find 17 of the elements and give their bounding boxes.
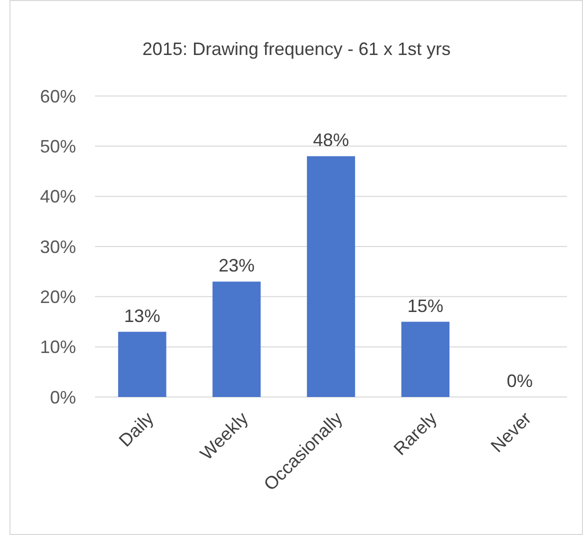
bar [118, 332, 166, 397]
data-label: 23% [218, 256, 255, 276]
y-tick-label: 30% [40, 236, 76, 257]
chart-title: 2015: Drawing frequency - 61 x 1st yrs [142, 39, 451, 59]
bar [306, 156, 356, 397]
y-tick-label: 50% [40, 136, 76, 156]
y-tick-label: 20% [40, 286, 76, 307]
data-label: 15% [407, 296, 444, 316]
y-tick-label: 10% [40, 337, 76, 358]
data-label: 48% [312, 130, 350, 150]
bar [401, 322, 450, 397]
bar [212, 282, 261, 397]
data-label: 13% [124, 306, 160, 326]
y-tick-label: 40% [40, 186, 76, 207]
y-tick-label: 60% [40, 86, 76, 106]
y-tick-label: 0% [50, 387, 76, 408]
data-label: 0% [506, 371, 533, 391]
